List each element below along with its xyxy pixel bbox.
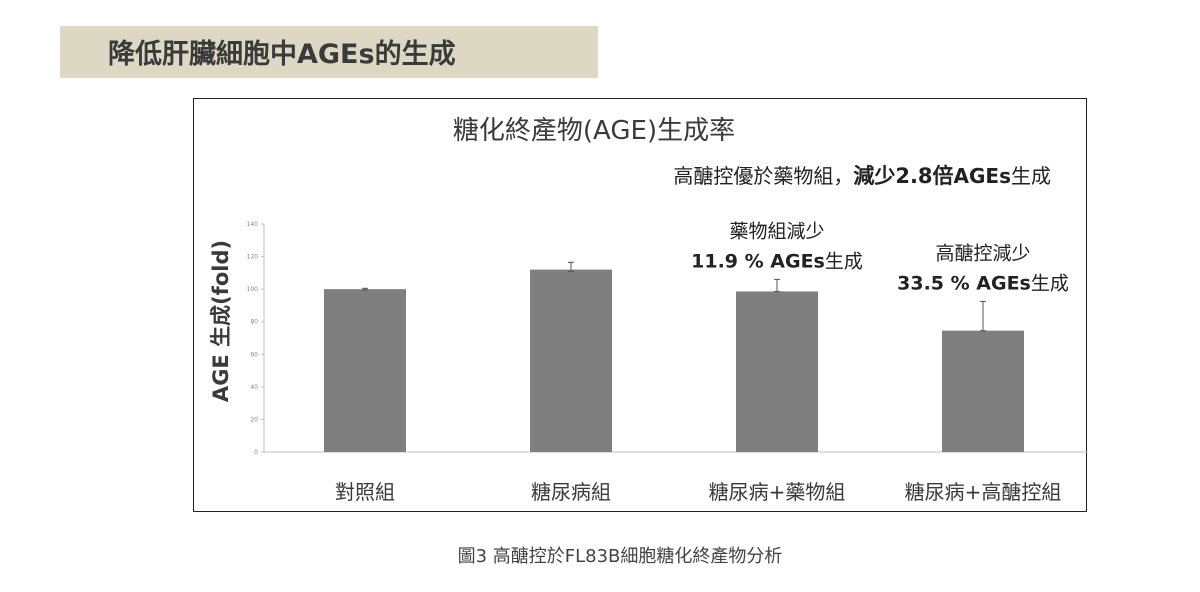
y-tick-label: 60 (250, 351, 258, 358)
x-tick-label: 對照組 (335, 480, 395, 504)
annotation-line2-bold: 33.5 % AGEs (897, 272, 1031, 294)
chart-subtitle-tail: 生成 (1011, 164, 1051, 188)
bar-chart: 糖化終產物(AGE)生成率 高醣控優於藥物組，減少2.8倍AGEs生成 AGE … (209, 116, 1088, 504)
bar-1 (324, 289, 406, 452)
plot-area: 0 20 40 60 80 100 120 140 對照組 糖尿病組 糖尿病+藥物組 糖尿病+高醣控組… (247, 220, 1088, 504)
page-title: 降低肝臟細胞中AGEs的生成 (108, 39, 456, 70)
chart-subtitle: 高醣控優於藥物組，減少2.8倍AGEs生成 (673, 164, 1051, 188)
x-tick-label: 糖尿病+藥物組 (709, 480, 846, 504)
annotation-line2-tail: 生成 (825, 250, 863, 272)
y-tick-label: 100 (247, 286, 259, 293)
y-tick-label: 0 (254, 449, 258, 456)
chart-subtitle-bold: 減少2.8倍 (853, 164, 953, 188)
figure-caption: 圖3 高醣控於FL83B細胞糖化終產物分析 (457, 546, 783, 567)
annotation-line1: 高醣控減少 (935, 242, 1030, 264)
header-band: 降低肝臟細胞中AGEs的生成 (60, 26, 598, 78)
chart-title: 糖化終產物(AGE)生成率 (453, 116, 735, 146)
y-tick-label: 120 (247, 254, 259, 261)
x-tick-label: 糖尿病組 (531, 480, 611, 504)
y-tick-label: 140 (247, 221, 259, 228)
y-tick-label: 40 (250, 384, 258, 391)
annotation-line2-bold: 11.9 % AGEs (691, 250, 825, 272)
bar-3 (736, 291, 818, 452)
bar-4 (942, 330, 1024, 452)
chart-frame: 糖化終產物(AGE)生成率 高醣控優於藥物組，減少2.8倍AGEs生成 AGE … (193, 98, 1088, 512)
chart-subtitle-normal: 高醣控優於藥物組， (673, 164, 853, 188)
y-axis-label: AGE 生成(fold) (209, 240, 233, 402)
annotation-line1: 藥物組減少 (729, 220, 824, 242)
x-tick-label: 糖尿病+高醣控組 (905, 480, 1062, 504)
y-tick-label: 80 (250, 319, 258, 326)
chart-subtitle-tail-bold: AGEs (954, 164, 1011, 188)
annotation-line2-tail: 生成 (1031, 272, 1069, 294)
bar-2 (530, 269, 612, 452)
annotation-line2: 11.9 % AGEs生成 (691, 250, 863, 272)
annotation-line2: 33.5 % AGEs生成 (897, 272, 1069, 294)
y-tick-label: 20 (250, 416, 258, 423)
